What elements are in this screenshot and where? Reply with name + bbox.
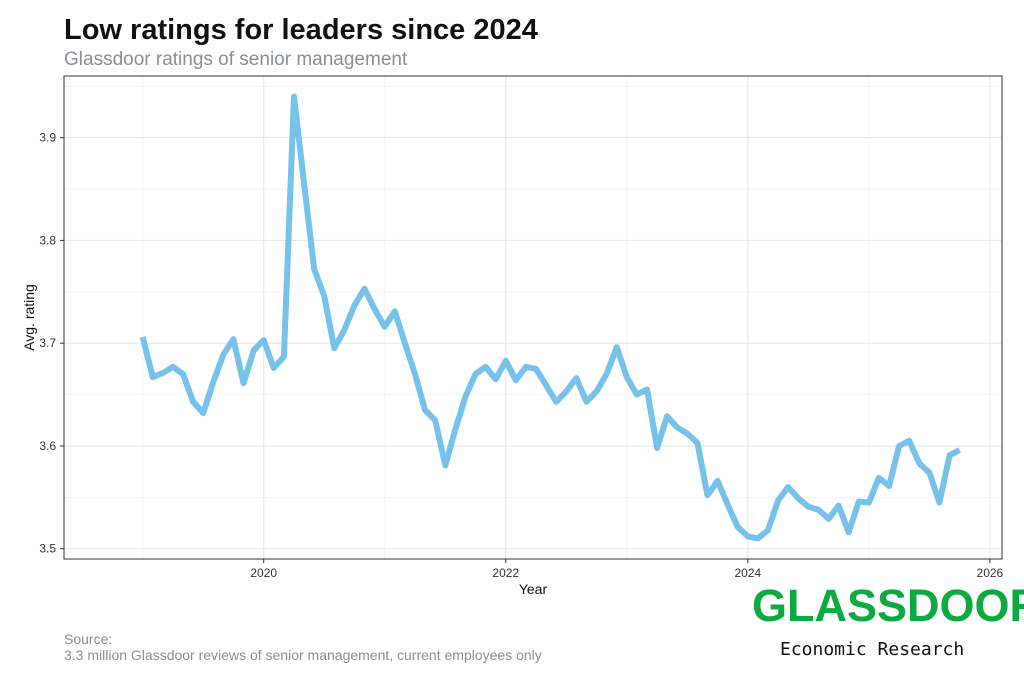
y-tick-label: 3.6 xyxy=(39,439,56,453)
chart-title: Low ratings for leaders since 2024 xyxy=(64,14,538,46)
x-tick-label: 2026 xyxy=(977,566,1004,580)
grid xyxy=(64,76,1002,559)
glassdoor-logo: GLASSDOOR™ xyxy=(752,583,1024,628)
y-axis-label: Avg. rating xyxy=(21,284,37,351)
panel-border xyxy=(63,75,1003,560)
y-tick-label: 3.9 xyxy=(39,131,56,145)
source-label: Source: xyxy=(64,631,113,647)
y-tick-label: 3.8 xyxy=(39,233,56,247)
logo-text: GLASSDOOR xyxy=(752,580,1024,631)
y-tick-label: 3.5 xyxy=(39,542,56,556)
source-text: 3.3 million Glassdoor reviews of senior … xyxy=(64,647,542,663)
chart-subtitle: Glassdoor ratings of senior management xyxy=(64,49,408,70)
x-tick-label: 2024 xyxy=(734,566,761,580)
x-tick-label: 2020 xyxy=(250,566,277,580)
y-tick-label: 3.7 xyxy=(39,336,56,350)
x-axis-label: Year xyxy=(519,581,548,597)
axis-ticks: 2020 2022 2024 2026 3.5 3.6 3.7 3.8 3.9 xyxy=(39,131,1003,580)
x-tick-label: 2022 xyxy=(492,566,519,580)
series-line xyxy=(139,93,961,542)
logo-subtitle: Economic Research xyxy=(780,639,965,660)
series-layer xyxy=(139,93,961,542)
